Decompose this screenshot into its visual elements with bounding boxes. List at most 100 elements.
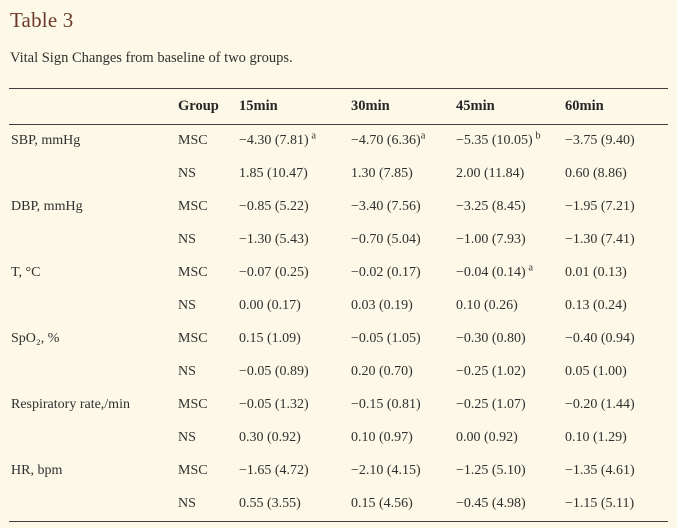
vital-signs-table: Group 15min 30min 45min 60min SBP, mmHg M… (9, 88, 668, 522)
value-text: 1.30 (7.85) (351, 166, 413, 181)
value-text: −0.25 (1.02) (456, 364, 526, 379)
value-cell: −3.75 (9.40) (563, 125, 668, 159)
header-cell-45min: 45min (454, 88, 563, 125)
row-label: HR, bpm (11, 463, 63, 478)
value-cell: −0.40 (0.94) (563, 323, 668, 356)
value-cell: −0.25 (1.02) (454, 356, 563, 389)
value-text: 0.10 (0.26) (456, 298, 518, 313)
value-cell: 0.03 (0.19) (349, 290, 454, 323)
value-cell: −0.05 (1.05) (349, 323, 454, 356)
significance-marker: a (525, 262, 534, 274)
value-text: −4.30 (7.81) (239, 133, 309, 148)
value-text: 0.15 (1.09) (239, 331, 301, 346)
value-text: −0.45 (4.98) (456, 496, 526, 511)
value-cell: 0.10 (0.97) (349, 422, 454, 455)
table-title: Table 3 (10, 8, 74, 32)
group-cell: MSC (178, 265, 208, 280)
value-cell: 0.10 (0.26) (454, 290, 563, 323)
table-caption: Vital Sign Changes from baseline of two … (10, 50, 293, 66)
value-text: −0.07 (0.25) (239, 265, 309, 280)
row-label (9, 356, 176, 389)
value-cell: −0.20 (1.44) (563, 389, 668, 422)
group-cell: MSC (178, 397, 208, 412)
header-cell-group: Group (176, 88, 237, 125)
value-text: 2.00 (11.84) (456, 166, 525, 181)
value-text: −1.00 (7.93) (456, 232, 526, 247)
table-row: T, °C MSC −0.07 (0.25) −0.02 (0.17) −0.04 (0… (9, 257, 668, 290)
group-cell: MSC (178, 331, 208, 346)
value-text: 0.30 (0.92) (239, 430, 301, 445)
value-text: −2.10 (4.15) (351, 463, 421, 478)
value-text: 0.15 (4.56) (351, 496, 413, 511)
value-text: −1.15 (5.11) (565, 496, 635, 511)
value-cell: −1.30 (7.41) (563, 224, 668, 257)
group-cell: NS (178, 364, 196, 379)
value-text: 0.10 (0.97) (351, 430, 413, 445)
value-cell: 0.20 (0.70) (349, 356, 454, 389)
value-text: 0.13 (0.24) (565, 298, 627, 313)
value-cell: −0.02 (0.17) (349, 257, 454, 290)
value-text: 0.60 (8.86) (565, 166, 627, 181)
value-text: −1.30 (7.41) (565, 232, 635, 247)
group-cell: NS (178, 232, 196, 247)
value-cell: −0.45 (4.98) (454, 488, 563, 522)
header-cell-empty (9, 88, 176, 125)
group-cell: MSC (178, 463, 208, 478)
value-cell: 0.30 (0.92) (237, 422, 349, 455)
row-label (9, 422, 176, 455)
value-cell: 1.30 (7.85) (349, 158, 454, 191)
value-cell: −3.40 (7.56) (349, 191, 454, 224)
group-cell: MSC (178, 133, 208, 148)
value-cell: −1.15 (5.11) (563, 488, 668, 522)
value-text: 0.05 (1.00) (565, 364, 627, 379)
value-cell: 0.55 (3.55) (237, 488, 349, 522)
table-row: NS −0.05 (0.89) 0.20 (0.70) −0.25 (1.02) 0.0… (9, 356, 668, 389)
value-cell: −0.70 (5.04) (349, 224, 454, 257)
value-cell: 0.10 (1.29) (563, 422, 668, 455)
value-cell: −3.25 (8.45) (454, 191, 563, 224)
value-text: 1.85 (10.47) (239, 166, 308, 181)
value-text: 0.55 (3.55) (239, 496, 301, 511)
value-text: −3.40 (7.56) (351, 199, 421, 214)
value-text: −0.30 (0.80) (456, 331, 526, 346)
value-cell: −0.15 (0.81) (349, 389, 454, 422)
value-cell: −1.00 (7.93) (454, 224, 563, 257)
value-text: −0.85 (5.22) (239, 199, 309, 214)
value-cell: −0.25 (1.07) (454, 389, 563, 422)
header-cell-15min: 15min (237, 88, 349, 125)
value-text: −0.05 (1.32) (239, 397, 309, 412)
value-cell: −4.70 (6.36)a (349, 125, 454, 159)
value-cell: 0.15 (4.56) (349, 488, 454, 522)
value-cell: 0.05 (1.00) (563, 356, 668, 389)
significance-marker: b (532, 130, 541, 142)
value-text: −3.75 (9.40) (565, 133, 635, 148)
value-cell: 0.15 (1.09) (237, 323, 349, 356)
value-cell: −0.30 (0.80) (454, 323, 563, 356)
value-cell: −4.30 (7.81) a (237, 125, 349, 159)
row-label (9, 290, 176, 323)
significance-marker: a (420, 130, 426, 142)
value-cell: −0.05 (1.32) (237, 389, 349, 422)
value-text: −0.70 (5.04) (351, 232, 421, 247)
value-text: −0.05 (0.89) (239, 364, 309, 379)
table-row: SBP, mmHg MSC −4.30 (7.81) a −4.70 (6.36)a −… (9, 125, 668, 159)
value-cell: 0.01 (0.13) (563, 257, 668, 290)
value-text: −0.40 (0.94) (565, 331, 635, 346)
value-text: −1.65 (4.72) (239, 463, 309, 478)
value-cell: −0.05 (0.89) (237, 356, 349, 389)
value-cell: −1.30 (5.43) (237, 224, 349, 257)
row-label: DBP, mmHg (11, 199, 83, 214)
value-cell: −0.04 (0.14) a (454, 257, 563, 290)
table-body: SBP, mmHg MSC −4.30 (7.81) a −4.70 (6.36)a −… (9, 125, 668, 522)
value-text: −0.15 (0.81) (351, 397, 421, 412)
value-cell: −1.35 (4.61) (563, 455, 668, 488)
value-text: 0.01 (0.13) (565, 265, 627, 280)
header-cell-60min: 60min (563, 88, 668, 125)
row-label: T, °C (11, 265, 41, 280)
value-text: −0.05 (1.05) (351, 331, 421, 346)
value-text: 0.00 (0.92) (456, 430, 518, 445)
significance-marker: a (308, 130, 317, 142)
value-text: −1.25 (5.10) (456, 463, 526, 478)
value-text: −1.30 (5.43) (239, 232, 309, 247)
table-row: NS 0.55 (3.55) 0.15 (4.56) −0.45 (4.98) −1.1… (9, 488, 668, 522)
